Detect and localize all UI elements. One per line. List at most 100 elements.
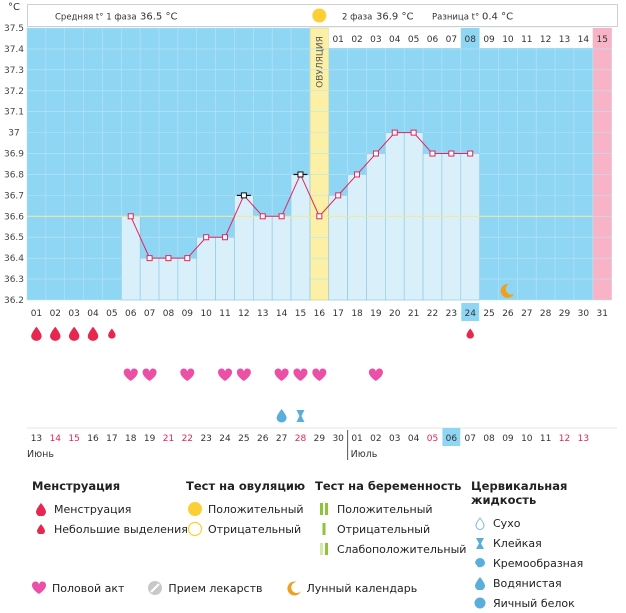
cycle-day-label: 27 (521, 309, 532, 319)
date-label: 04 (408, 434, 420, 444)
temperature-point (240, 192, 247, 199)
y-tick-label: 36.8 (4, 170, 24, 180)
pill-icon (146, 580, 164, 596)
temperature-bar (271, 216, 292, 301)
legend-item[interactable]: Кремообразная (471, 553, 626, 573)
y-tick-label: 37.3 (4, 66, 24, 76)
legend-label: Небольшие выделения (54, 522, 188, 536)
heart-icon (123, 368, 138, 381)
ovulation-label: ОВУЛЯЦИЯ (315, 36, 325, 88)
cycle-day-label: 23 (446, 309, 457, 319)
date-label: 13 (31, 434, 42, 444)
y-tick-label: 37.2 (4, 87, 24, 97)
cycle-day-label: 26 (502, 309, 514, 319)
legend-item[interactable]: Слабоположительный (315, 539, 466, 559)
date-label: 21 (163, 434, 174, 444)
one-line-icon (315, 522, 333, 536)
phase2-day: 04 (389, 35, 401, 45)
drop-small-icon (32, 524, 50, 534)
legend-label: Водянистая (493, 576, 562, 590)
phase2-day: 07 (446, 35, 457, 45)
legend-label: Отрицательный (208, 522, 302, 536)
moon-icon (285, 580, 303, 596)
cycle-day-label: 29 (559, 309, 571, 319)
phase2-value: 36.9 °C (376, 12, 413, 23)
temperature-point (391, 129, 398, 136)
heart-icon (368, 368, 383, 381)
phase2-day: 06 (427, 35, 439, 45)
legend-item[interactable]: Отрицательный (315, 519, 466, 539)
legend-label: Клейкая (493, 536, 542, 550)
date-label: 08 (483, 434, 495, 444)
cycle-day-label: 10 (200, 309, 212, 319)
phase2-day: 02 (351, 35, 362, 45)
legend-pregnancy-title: Тест на беременность (315, 479, 462, 493)
phase2-day: 01 (332, 35, 343, 45)
date-label: 06 (446, 434, 458, 444)
date-label: 27 (276, 434, 287, 444)
legend-lunar: Лунный календарь (306, 581, 418, 595)
faint-lines-icon (315, 542, 333, 556)
temperature-point (222, 234, 229, 241)
legend-intercourse: Половой акт (52, 581, 125, 595)
heart-icon (312, 368, 327, 381)
legend-item[interactable]: Небольшие выделения (32, 519, 188, 539)
temperature-bar (347, 174, 367, 301)
legend-cervical: Цервикальная жидкость Сухо Клейкая Кремо… (471, 479, 626, 613)
cycle-day-label: 14 (276, 309, 288, 319)
legend-item[interactable]: Водянистая (471, 573, 626, 593)
temperature-point (259, 213, 266, 220)
cycle-day-label: 28 (540, 309, 552, 319)
temperature-bar (441, 153, 462, 301)
legend-item[interactable]: Положительный (186, 499, 305, 519)
legend-label: Яичный белок (493, 596, 575, 610)
date-label: 26 (257, 434, 269, 444)
diff-label: Разница t° (432, 13, 479, 23)
cycle-day-label: 21 (408, 309, 419, 319)
cycle-day-label: 01 (31, 309, 42, 319)
temperature-bar (253, 216, 273, 301)
y-tick-label: 36.7 (4, 191, 24, 201)
cycle-day-label: 03 (68, 309, 79, 319)
y-tick-label: 36.3 (4, 275, 24, 285)
cycle-day-label: 08 (163, 309, 175, 319)
legend-label: Положительный (208, 502, 304, 516)
date-label: 14 (50, 434, 62, 444)
moon-icon (500, 283, 514, 298)
y-tick-label: 37.5 (4, 24, 24, 34)
legend-pregnancy-test: Тест на беременность Положительный Отриц… (315, 479, 466, 559)
legend-item[interactable]: Клейкая (471, 533, 626, 553)
date-label: 23 (200, 434, 211, 444)
date-label: 10 (521, 434, 533, 444)
cycle-day-label: 09 (182, 309, 194, 319)
temperature-point (410, 129, 417, 136)
date-label: 13 (578, 434, 589, 444)
phase2-label: 2 фаза (342, 13, 372, 23)
date-label: 07 (464, 434, 475, 444)
negative-circle-icon (186, 521, 204, 537)
heart-icon (217, 368, 233, 381)
legend-label: Менструация (54, 502, 132, 516)
drop-large-icon (68, 326, 80, 341)
cycle-day-label: 12 (238, 309, 249, 319)
legend-item[interactable]: Сухо (471, 513, 626, 533)
y-tick-label: 37 (8, 129, 19, 139)
phase2-highlight-cell (460, 28, 480, 48)
legend-item[interactable]: Отрицательный (186, 519, 305, 539)
legend-menstruation: Менструация Менструация Небольшие выделе… (32, 479, 188, 539)
cycle-day-label: 17 (332, 309, 343, 319)
date-label: 18 (125, 434, 137, 444)
phase2-day: 13 (559, 35, 570, 45)
diff-value: 0.4 °C (482, 12, 513, 23)
legend-item[interactable]: Положительный (315, 499, 466, 519)
legend-item[interactable]: Менструация (32, 499, 188, 519)
highlight-day-cell (461, 303, 480, 321)
ovulation-sun-icon (312, 8, 327, 23)
legend-item[interactable]: Яичный белок (471, 593, 626, 613)
watery-drop-icon (471, 576, 489, 590)
cycle-day-label: 02 (50, 309, 61, 319)
date-label: 01 (351, 434, 362, 444)
egg-white-icon (471, 597, 489, 609)
month-label: Июль (351, 449, 378, 460)
date-label: 02 (370, 434, 381, 444)
